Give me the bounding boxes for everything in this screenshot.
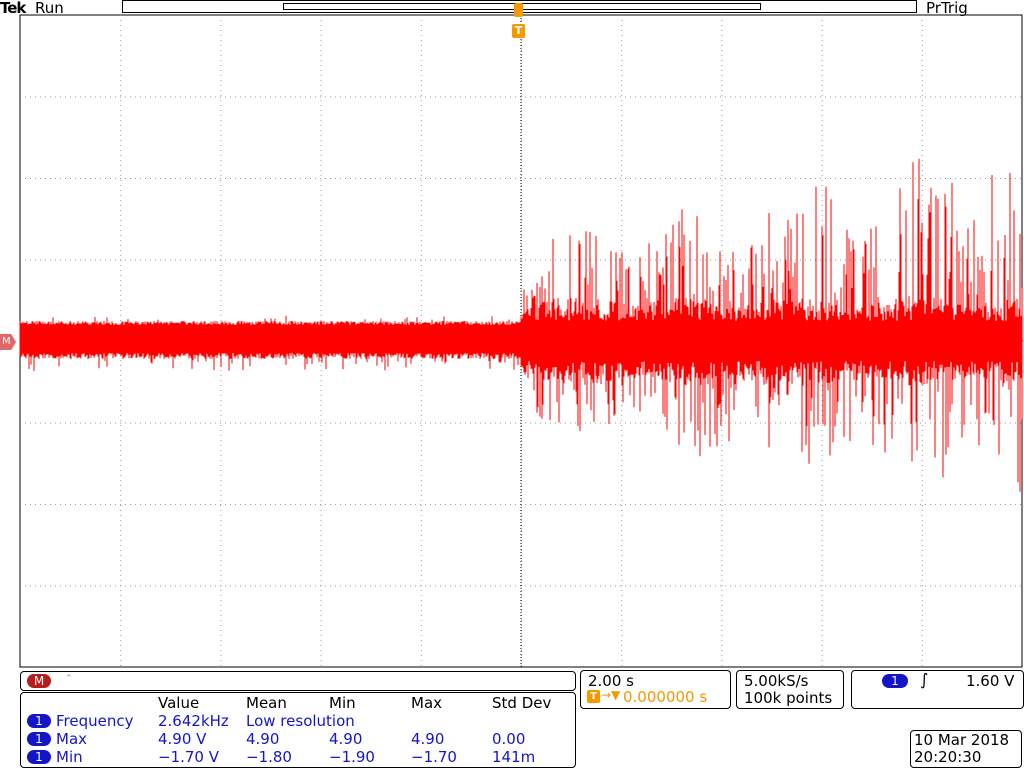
trigger-source-label: 1 xyxy=(891,674,899,688)
channel-badge: 1 xyxy=(27,714,51,728)
header-mean: Mean xyxy=(246,694,287,712)
horizontal-delay: 0.000000 s xyxy=(623,688,708,706)
delay-arrow-icon: →▼ xyxy=(601,688,621,702)
measurement-mean: 4.90 xyxy=(246,730,280,748)
measurement-value: 4.90 V xyxy=(158,730,207,748)
measurement-min: −1.90 xyxy=(329,748,375,766)
header-std-dev: Std Dev xyxy=(492,694,552,712)
header-max: Max xyxy=(411,694,443,712)
trigger-position-marker[interactable]: T xyxy=(512,24,525,38)
measurement-name: Max xyxy=(56,730,88,748)
measurement-name: Frequency xyxy=(56,712,134,730)
measurement-min: 4.90 xyxy=(329,730,363,748)
math-channel-badge: M xyxy=(27,674,51,688)
horizontal-scale: 2.00 s xyxy=(588,672,634,690)
run-status: Run xyxy=(35,0,64,17)
math-channel-readout[interactable]: M ⌃ xyxy=(20,671,576,691)
measurement-mean: −1.80 xyxy=(246,748,292,766)
measurements-panel[interactable]: Value Mean Min Max Std Dev 1 Frequency 2.6… xyxy=(20,692,576,768)
measurement-std: 0.00 xyxy=(492,730,526,748)
acquisition-readout[interactable]: 5.00kS/s 100k points xyxy=(736,670,844,709)
channel-badge: 1 xyxy=(27,750,51,764)
measurement-std: 141m xyxy=(492,748,536,766)
ground-marker-label: M xyxy=(2,336,11,347)
datetime-readout: 10 Mar 2018 20:20:30 xyxy=(910,730,1022,768)
trigger-marker-label: T xyxy=(514,24,523,37)
measurement-value: −1.70 V xyxy=(158,748,219,766)
sample-rate: 5.00kS/s xyxy=(744,672,809,690)
trigger-delay-icon: T xyxy=(587,690,600,703)
channel-1-trace xyxy=(19,158,1023,492)
channel-badge: 1 xyxy=(27,732,51,746)
measurement-mean: Low resolution xyxy=(246,712,355,730)
record-length: 100k points xyxy=(744,689,833,707)
math-ground-marker[interactable]: M xyxy=(0,334,16,350)
math-channel-badge-label: M xyxy=(33,674,45,688)
rising-edge-icon: ∫ xyxy=(920,670,929,689)
timebase-readout[interactable]: 2.00 s T →▼ 0.000000 s xyxy=(580,670,731,709)
trigger-level: 1.60 V xyxy=(966,672,1015,690)
measurement-max: −1.70 xyxy=(411,748,457,766)
trigger-status: PrTrig xyxy=(926,0,968,17)
header-value: Value xyxy=(158,694,200,712)
trigger-readout[interactable]: 1 ∫ 1.60 V xyxy=(851,670,1024,709)
measurement-name: Min xyxy=(56,748,83,766)
header-min: Min xyxy=(329,694,356,712)
date-text: 10 Mar 2018 xyxy=(914,731,1010,749)
caret-up-icon: ⌃ xyxy=(65,674,73,684)
trigger-position-tick xyxy=(514,3,523,17)
brand-logo: Tek xyxy=(0,0,26,17)
time-text: 20:20:30 xyxy=(914,748,982,766)
measurement-max: 4.90 xyxy=(411,730,445,748)
measurement-value: 2.642kHz xyxy=(158,712,229,730)
trigger-source-badge: 1 xyxy=(882,674,908,688)
